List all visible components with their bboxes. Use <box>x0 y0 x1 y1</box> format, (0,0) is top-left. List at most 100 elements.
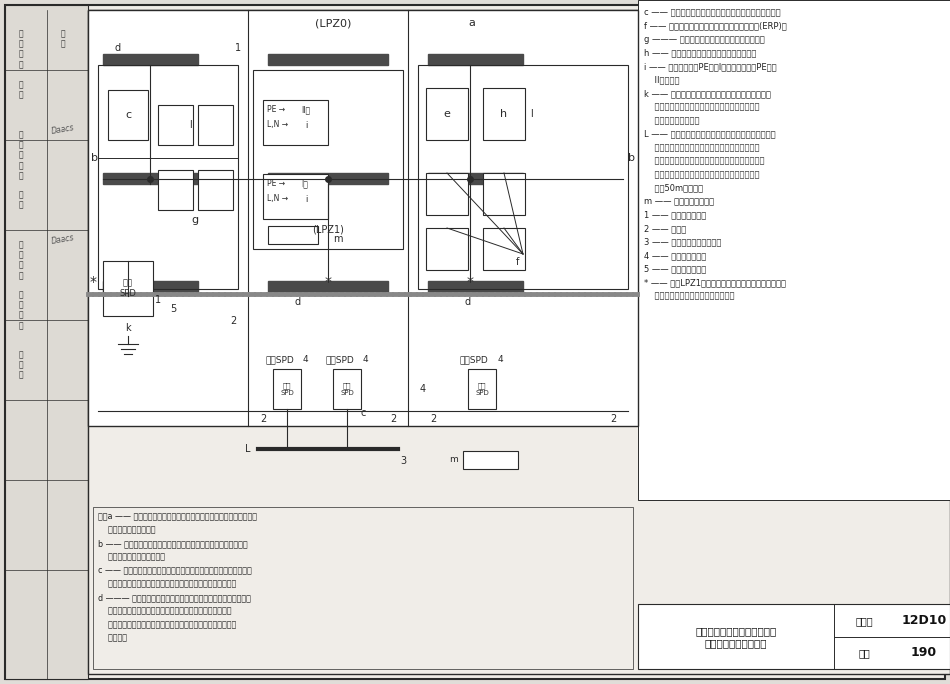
Text: 1: 1 <box>235 43 241 53</box>
Text: 190: 190 <box>911 646 937 659</box>
Text: PE →: PE → <box>267 179 285 189</box>
Text: 2 —— 接地线: 2 —— 接地线 <box>644 224 686 233</box>
Text: 12D10: 12D10 <box>902 614 946 627</box>
Text: 每隅50m连一次。: 每隅50m连一次。 <box>644 183 703 192</box>
Bar <box>268 226 318 244</box>
Text: 校
对: 校 对 <box>19 190 24 209</box>
Bar <box>428 173 523 184</box>
Text: 3 —— 服务性设施的金属导体: 3 —— 服务性设施的金属导体 <box>644 237 721 246</box>
Bar <box>93 507 633 669</box>
Text: 4 —— 信息线路或电缆: 4 —— 信息线路或电缆 <box>644 251 706 260</box>
Text: 2: 2 <box>230 316 237 326</box>
Text: i —— 固体安装引入PE线的I级设备和不引入PE线的: i —— 固体安装引入PE线的I级设备和不引入PE线的 <box>644 62 777 71</box>
Text: h: h <box>501 109 507 119</box>
Bar <box>483 88 525 140</box>
Text: l: l <box>530 109 533 119</box>
Bar <box>418 65 628 289</box>
Bar <box>468 369 496 409</box>
Bar <box>638 0 950 500</box>
Bar <box>273 369 301 409</box>
Text: 信号SPD: 信号SPD <box>460 355 488 364</box>
Text: 制
图
本
页: 制 图 本 页 <box>19 29 24 69</box>
Text: e: e <box>444 109 450 119</box>
Text: 2: 2 <box>429 414 436 424</box>
Text: Daacs: Daacs <box>50 124 75 137</box>
Text: b —— 防雷装置的引下线以及可能是建筑物空间屏蔽的一部分，如: b —— 防雷装置的引下线以及可能是建筑物空间屏蔽的一部分，如 <box>98 539 248 548</box>
Bar <box>268 281 388 292</box>
Text: II级: II级 <box>301 105 310 114</box>
Text: 注：a —— 防雷装置的折闪器以及可能是建筑物空间屏蔽的一部分，如: 注：a —— 防雷装置的折闪器以及可能是建筑物空间屏蔽的一部分，如 <box>98 512 257 521</box>
Text: 等电位连接带、水平等电位连接导体，在特定情: 等电位连接带、水平等电位连接导体，在特定情 <box>644 143 759 152</box>
Text: 2: 2 <box>390 414 396 424</box>
Text: l: l <box>190 120 192 130</box>
Text: c: c <box>125 110 131 120</box>
Text: II级设备；: II级设备； <box>644 75 679 85</box>
Text: 地带、总接地母线、总等电位连接带，也可用作: 地带、总接地母线、总等电位连接带，也可用作 <box>644 103 759 111</box>
Text: *: * <box>466 275 473 289</box>
Text: L —— 主要供信息线路和信息设备等电位连接用的环形: L —— 主要供信息线路和信息设备等电位连接用的环形 <box>644 129 775 138</box>
Text: 标
准
化
审
查: 标 准 化 审 查 <box>19 130 24 181</box>
Bar <box>158 170 193 210</box>
Text: Daacs: Daacs <box>50 233 75 246</box>
Bar <box>263 174 328 219</box>
Bar <box>638 604 950 669</box>
Text: 况下：采用金属板，也可用作共用等电位连接带，: 况下：采用金属板，也可用作共用等电位连接带， <box>644 157 765 166</box>
Text: 图集号: 图集号 <box>855 616 873 626</box>
Text: 5: 5 <box>170 304 176 314</box>
Bar <box>5 5 88 679</box>
Text: b: b <box>628 153 635 163</box>
Bar <box>103 281 198 292</box>
Text: 信号SPD: 信号SPD <box>325 355 353 364</box>
Text: 电源
SPD: 电源 SPD <box>120 279 137 298</box>
Text: c —— 局部信息系统的金属部件，如机体、壳体、机架；: c —— 局部信息系统的金属部件，如机体、壳体、机架； <box>644 8 781 17</box>
Bar <box>198 105 233 145</box>
Bar <box>483 228 525 270</box>
Text: i: i <box>305 194 308 204</box>
Text: f —— 局部等电位连接带单点连接的接地基准点(ERP)；: f —— 局部等电位连接带单点连接的接地基准点(ERP)； <box>644 21 787 31</box>
Text: 信号
SPD: 信号 SPD <box>475 382 489 396</box>
Text: 金属屋顶、屋顶钗笻；: 金属屋顶、屋顶钗笻； <box>98 525 156 534</box>
Bar <box>98 65 238 289</box>
Text: 性设施的金属管道，金属电缆梯架，地面、墙、柱和天花板内: 性设施的金属管道，金属电缆梯架，地面、墙、柱和天花板内 <box>98 620 237 629</box>
Text: 4: 4 <box>363 355 369 364</box>
Text: a: a <box>468 18 475 28</box>
Text: d: d <box>115 43 121 53</box>
Text: 1: 1 <box>155 295 162 305</box>
Text: 能是建筑物空间屏蔽的一部分，如基础内钗笻和基础接地体；: 能是建筑物空间屏蔽的一部分，如基础内钗笻和基础接地体； <box>98 579 237 588</box>
Text: d ——— 内部导电体，在建筑物内及其上不包括电气装置的金属装: d ——— 内部导电体，在建筑物内及其上不包括电气装置的金属装 <box>98 593 251 602</box>
Text: k: k <box>125 323 131 333</box>
Text: g: g <box>192 215 199 225</box>
Bar <box>268 173 388 184</box>
Text: 审
核
工
艺: 审 核 工 艺 <box>19 240 24 280</box>
Text: m: m <box>333 234 343 244</box>
Text: 信号
SPD: 信号 SPD <box>340 382 353 396</box>
Bar <box>103 173 198 184</box>
Text: 信号SPD: 信号SPD <box>265 355 294 364</box>
Text: c —— 防雷装置的接地装置（接地体网络、共用接地体网络）以及可: c —— 防雷装置的接地装置（接地体网络、共用接地体网络）以及可 <box>98 566 252 575</box>
Text: 签
字: 签 字 <box>61 29 66 49</box>
Bar <box>108 90 148 140</box>
Text: 4: 4 <box>498 355 504 364</box>
Text: i: i <box>305 120 308 129</box>
Text: d: d <box>294 297 301 307</box>
Text: d: d <box>465 297 471 307</box>
Bar <box>103 54 198 65</box>
Text: 2: 2 <box>610 414 617 424</box>
Text: 1 —— 等电位连接导体: 1 —— 等电位连接导体 <box>644 211 706 220</box>
Text: 金属立面、墙和柱内钗笻；: 金属立面、墙和柱内钗笻； <box>98 553 165 562</box>
Bar <box>88 10 638 426</box>
Text: 2: 2 <box>260 414 266 424</box>
Bar <box>103 261 153 316</box>
Bar <box>426 173 468 215</box>
Bar <box>263 100 328 145</box>
Text: 的钗笻；: 的钗笻； <box>98 633 127 642</box>
Text: f: f <box>516 257 520 267</box>
Bar <box>483 173 525 215</box>
Text: c: c <box>360 408 366 418</box>
Bar <box>333 369 361 409</box>
Text: PE →: PE → <box>267 105 285 114</box>
Text: 置：如电梯轨道、吴车、金属地面、金属门框架、各种服务: 置：如电梯轨道、吴车、金属地面、金属门框架、各种服务 <box>98 607 232 616</box>
Text: *: * <box>325 275 332 289</box>
Text: L,N →: L,N → <box>267 120 288 129</box>
Bar <box>158 105 193 145</box>
